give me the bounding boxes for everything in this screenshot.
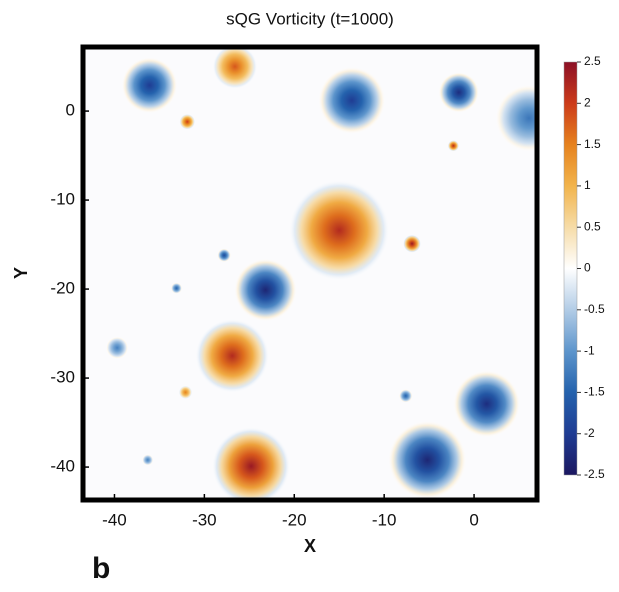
vortex	[142, 454, 154, 466]
vortex	[447, 140, 460, 152]
colorbar-tick-label: 1.5	[584, 137, 601, 151]
colorbar-tick-label: 2.5	[584, 54, 601, 68]
colorbar-tick-label: -2.5	[584, 467, 605, 481]
vortex	[211, 426, 291, 500]
vortex	[105, 336, 129, 360]
colorbar-tick-label: -1	[584, 343, 595, 357]
vortex	[170, 282, 183, 294]
y-tick-label: -30	[50, 368, 75, 387]
panel-label: b	[92, 552, 110, 585]
colorbar-tick-label: -0.5	[584, 302, 605, 316]
vortex	[178, 385, 193, 400]
field	[105, 47, 537, 500]
vortex	[234, 258, 297, 322]
x-tick-label: -40	[102, 510, 127, 529]
vortex	[399, 389, 413, 403]
y-tick-label: -40	[50, 457, 75, 476]
x-tick-label: -20	[282, 510, 307, 529]
plot-frame	[80, 44, 540, 503]
colorbar-tick-label: -2	[584, 426, 595, 440]
chart-title: sQG Vorticity (t=1000)	[226, 9, 394, 28]
vortex	[217, 248, 231, 262]
x-tick-label: -10	[372, 510, 397, 529]
colorbar	[563, 61, 578, 476]
vortex	[438, 72, 480, 113]
vortex	[179, 113, 196, 130]
vortex	[288, 179, 390, 281]
colorbar-tick-label: 2	[584, 95, 591, 109]
x-tick-label: 0	[469, 510, 478, 529]
vortex	[318, 66, 386, 135]
y-axis-label: Y	[11, 267, 31, 279]
vortex	[195, 318, 270, 393]
vortex	[387, 420, 467, 500]
y-tick-label: 0	[66, 101, 75, 120]
colorbar-tick-label: 0.5	[584, 219, 601, 233]
colorbar-tick-label: 1	[584, 178, 591, 192]
y-tick-label: -10	[50, 190, 75, 209]
vortex	[403, 234, 422, 253]
colorbar-tick-label: 0	[584, 261, 591, 275]
colorbar-tick-label: -1.5	[584, 385, 605, 399]
vortex	[495, 84, 537, 152]
x-tick-label: -30	[192, 510, 217, 529]
y-tick-label: -20	[50, 279, 75, 298]
x-axis-label: X	[304, 536, 316, 556]
vortex	[452, 370, 521, 438]
vortex	[212, 47, 258, 90]
vortex	[121, 57, 178, 114]
